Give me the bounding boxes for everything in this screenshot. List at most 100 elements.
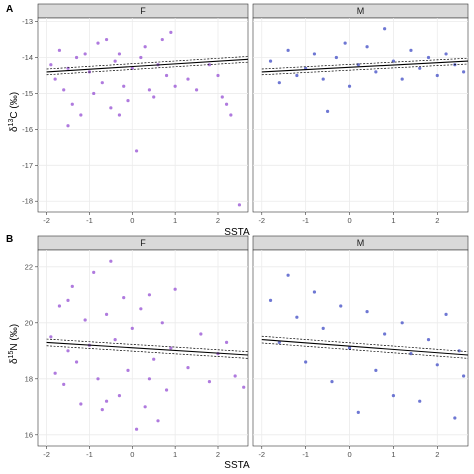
panel-tag-b: B: [6, 234, 13, 245]
chart-a-point-f: [62, 88, 66, 92]
chart-a-trend-line-m: [261, 60, 469, 73]
chart-b-point-m: [286, 273, 290, 277]
chart-a-point-f: [143, 45, 147, 49]
chart-a-y-axis-title-isotope-mass: 13: [8, 119, 15, 127]
chart-a-y-tick-label: -17: [22, 161, 33, 170]
chart-b-point-m: [365, 310, 369, 314]
chart-b-panel-f: F -2 -1 0 1 2 16 18 20 22: [25, 235, 249, 459]
chart-b-point-f: [83, 318, 87, 322]
chart-a-point-f: [216, 73, 220, 78]
chart-b-point-m: [400, 321, 404, 325]
chart-b-point-f: [70, 284, 74, 288]
chart-a-point-f: [173, 84, 177, 88]
chart-a-y-tick-label: -16: [22, 125, 33, 134]
chart-b-ci-lower-f: [46, 345, 249, 359]
chart-b-d15n: B SSTA δ15N (‰) F -2 -1 0 1 2 16 18 20 22 M -2 -1 0 1 2: [6, 234, 469, 471]
chart-a-point-m: [444, 52, 448, 56]
chart-a-x-tick-label: 2: [435, 216, 439, 225]
chart-a-x-tick-label: -2: [258, 216, 265, 225]
chart-a-point-m: [312, 52, 317, 56]
chart-a-point-m: [343, 41, 347, 45]
chart-a-point-f: [66, 66, 70, 70]
chart-b-y-axis-title-isotope-mass: 15: [8, 351, 15, 359]
chart-a-point-m: [409, 48, 413, 52]
chart-a-point-m: [334, 55, 338, 60]
chart-b-x-tick-label: 2: [216, 450, 220, 459]
chart-a-x-tick-label: 2: [216, 216, 220, 225]
chart-b-trend-line-f: [46, 341, 249, 356]
chart-a-point-f: [100, 81, 104, 85]
chart-a-point-m: [295, 73, 299, 78]
chart-b-point-f: [134, 427, 139, 431]
chart-b-x-tick-label: 2: [435, 450, 439, 459]
chart-a-point-f: [224, 102, 229, 106]
chart-b-point-f: [186, 366, 190, 370]
chart-b-point-f: [49, 335, 53, 339]
chart-a-point-f: [70, 102, 74, 106]
chart-b-x-tick-label: -1: [302, 450, 309, 459]
chart-a-panel-frame-f: [37, 17, 249, 213]
chart-b-x-tick-label: 1: [173, 450, 177, 459]
chart-a-point-m: [435, 73, 439, 78]
chart-a-point-f: [194, 88, 199, 92]
chart-a-point-f: [117, 52, 122, 56]
chart-b-x-tick-label: -1: [86, 450, 93, 459]
chart-a-d13c: A SSTA δ13C (‰) F -2 -1 0 1 2 -13 -14 -15 -16 -17 -…: [6, 3, 469, 238]
chart-b-point-f: [224, 340, 229, 344]
chart-a-ci-upper-f: [46, 56, 249, 70]
chart-b-point-f: [66, 349, 70, 353]
chart-b-point-m: [295, 315, 299, 319]
chart-b-point-f: [74, 360, 79, 364]
chart-a-point-m: [426, 55, 431, 60]
chart-a-point-f: [117, 113, 122, 117]
chart-b-point-f: [207, 380, 212, 384]
chart-b-point-f: [173, 287, 177, 291]
chart-b-point-m: [383, 332, 387, 336]
chart-b-y-axis-title: δ15N (‰): [8, 324, 20, 364]
chart-b-point-m: [391, 394, 396, 398]
chart-a-ci-lower-m: [261, 63, 469, 76]
chart-b-point-f: [147, 293, 152, 297]
chart-b-point-f: [122, 296, 126, 300]
chart-b-y-tick-label: 18: [25, 374, 33, 383]
chart-a-point-f: [160, 37, 164, 42]
chart-b-y-axis-title-unit: N (‰): [9, 324, 20, 351]
chart-b-strip-label-m: M: [357, 238, 365, 248]
chart-b-panel-frame-m: [252, 249, 469, 447]
chart-a-point-f: [134, 149, 139, 153]
chart-a-point-f: [207, 63, 212, 67]
chart-b-point-f: [152, 357, 156, 361]
chart-b-point-f: [126, 368, 130, 372]
chart-b-point-m: [418, 399, 422, 403]
chart-b-point-f: [57, 304, 62, 308]
chart-a-point-m: [325, 109, 330, 114]
chart-a-x-tick-label: 0: [130, 216, 134, 225]
chart-b-panel-m: M -2 -1 0 1 2: [252, 235, 469, 459]
chart-a-y-tick-label: -14: [22, 53, 33, 62]
chart-a-point-m: [277, 81, 281, 85]
chart-a-point-f: [139, 55, 143, 60]
chart-a-point-f: [66, 124, 70, 128]
chart-b-point-f: [113, 338, 117, 342]
chart-a-x-tick-label: -1: [302, 216, 309, 225]
chart-b-x-tick-label: -2: [43, 450, 50, 459]
chart-a-x-tick-label: 0: [347, 216, 351, 225]
chart-b-point-f: [109, 259, 113, 263]
chart-b-point-m: [339, 304, 343, 308]
chart-b-point-f: [104, 399, 109, 403]
chart-a-point-m: [374, 70, 378, 74]
chart-a-point-f: [83, 52, 87, 56]
chart-b-point-m: [321, 326, 325, 330]
chart-b-point-m: [453, 416, 457, 420]
chart-b-point-m: [374, 368, 378, 372]
chart-b-point-f: [130, 326, 134, 330]
chart-a-point-f: [53, 77, 57, 81]
chart-b-x-tick-label: 1: [391, 450, 395, 459]
chart-b-point-f: [164, 388, 169, 392]
chart-a-point-m: [400, 77, 404, 81]
chart-a-y-axis-title: δ13C (‰): [8, 92, 20, 132]
chart-a-point-f: [109, 106, 113, 110]
chart-a-strip-label-f: F: [140, 6, 146, 16]
chart-a-point-f: [74, 55, 79, 60]
